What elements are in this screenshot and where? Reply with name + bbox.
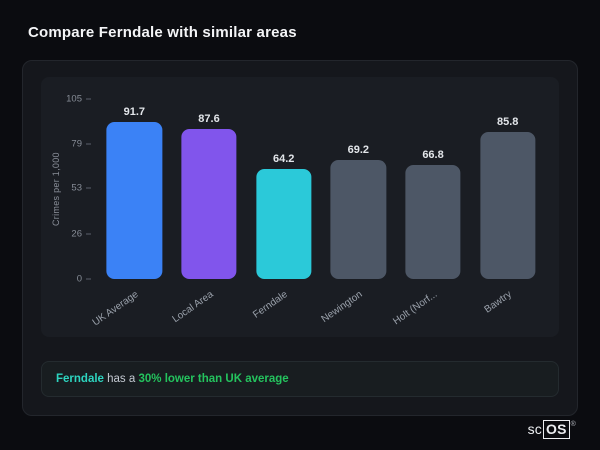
note-area-name: Ferndale (56, 373, 104, 385)
bar (106, 121, 162, 279)
x-axis-label: Newington (319, 289, 365, 326)
y-axis-tick: 79 (51, 138, 91, 149)
bar-value-label: 85.8 (496, 115, 519, 128)
bar (405, 164, 461, 279)
bar-cell: 91.7 (97, 99, 172, 279)
bar (330, 160, 386, 279)
x-axis-label: Local Area (170, 289, 216, 326)
bar-cell: 69.2 (321, 99, 396, 279)
bar-value-label: 66.8 (422, 148, 444, 161)
bar-value-label: 64.2 (272, 152, 295, 165)
bar-cell: 87.6 (172, 99, 247, 279)
brand-prefix: sc (527, 421, 542, 437)
bar-value-label: 69.2 (347, 144, 370, 157)
bar (256, 168, 312, 279)
note-stat: 30% lower than UK average (138, 373, 289, 385)
note-box: Ferndale has a 30% lower than UK average (41, 361, 559, 397)
bar-cell: 85.8 (470, 99, 545, 279)
brand-boxed: OS (543, 420, 570, 439)
chart-card: Crimes per 1,000 0 26 53 79 105 91.7 87.6 64.2… (22, 60, 578, 416)
bar-value-label: 87.6 (198, 112, 220, 125)
x-axis-label: Ferndale (251, 289, 290, 321)
y-axis-tick: 105 (51, 94, 91, 105)
y-axis-tick: 0 (51, 274, 91, 285)
x-axis-label: UK Average (90, 289, 141, 329)
note-connector: has a (107, 373, 136, 385)
x-labels-layer: UK Average Local Area Ferndale Newington Hol… (91, 279, 545, 337)
bar-chart: Crimes per 1,000 0 26 53 79 105 91.7 87.6 64.2… (41, 77, 559, 337)
bar-cell: 66.8 (396, 99, 471, 279)
bar-cell: 64.2 (246, 99, 321, 279)
bar (181, 128, 237, 279)
x-axis-label: Holt (Norf... (391, 289, 440, 328)
bar-value-label: 91.7 (123, 105, 146, 118)
registered-mark-icon: ® (570, 421, 576, 428)
x-axis-label: Bawtry (482, 289, 514, 316)
y-axis-tick: 26 (51, 229, 91, 240)
y-axis-tick: 53 (51, 183, 91, 194)
bar (480, 131, 536, 279)
brand-logo: sc OS ® (527, 420, 576, 439)
page-title: Compare Ferndale with similar areas (28, 24, 297, 41)
plot-area: 0 26 53 79 105 91.7 87.6 64.2 69.2 66.8 85.8 (66, 94, 545, 285)
bars-layer: 91.7 87.6 64.2 69.2 66.8 85.8 (97, 99, 545, 279)
